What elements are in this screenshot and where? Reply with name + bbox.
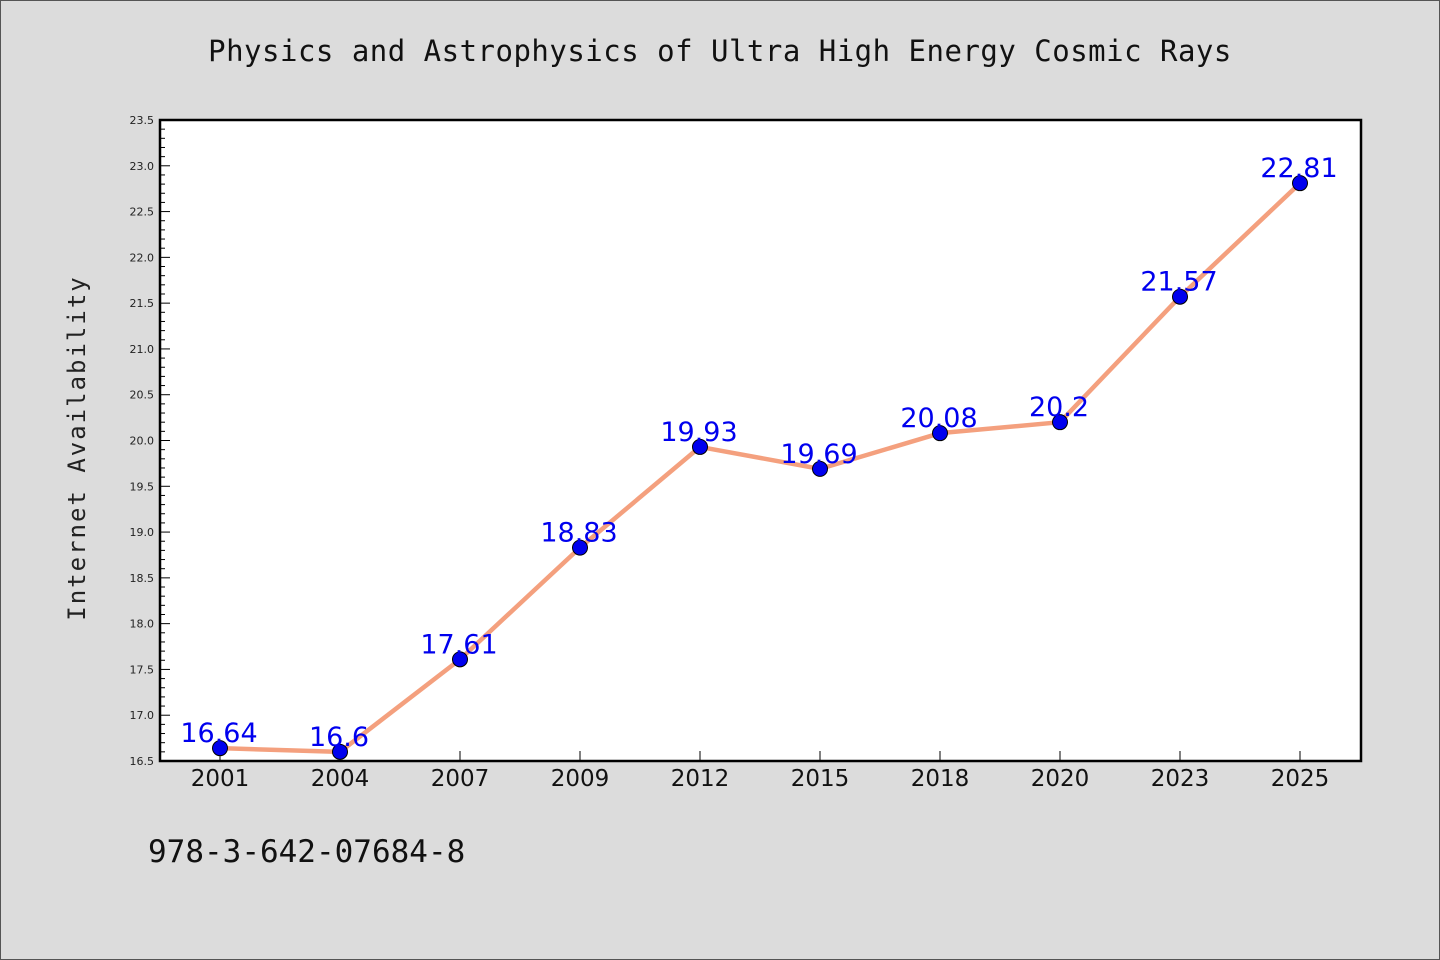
data-point: [932, 425, 948, 442]
y-tick-label: 23.0: [130, 160, 155, 173]
y-axis-title: Internet Availability: [63, 275, 91, 620]
data-label: 16.64: [180, 718, 257, 749]
data-point: [572, 539, 588, 556]
data-label: 19.69: [780, 439, 857, 470]
footnote-isbn: 978-3-642-07684-8: [148, 834, 466, 870]
data-labels: 16.64 16.6 17.61 18.83 19.93 19.69 20.08 20.2 21…: [180, 153, 1337, 753]
y-tick-label: 17.0: [130, 709, 155, 722]
x-tick-label: 2012: [671, 766, 730, 792]
x-axis: 2001 2004 2007 2009 2012 2015 2018 2020 2023 2025: [191, 751, 1330, 792]
data-point: [1172, 288, 1188, 305]
data-point: [212, 740, 228, 757]
data-point: [332, 743, 348, 760]
y-tick-label: 18.0: [130, 618, 155, 631]
y-tick-label: 16.5: [130, 755, 155, 768]
data-point: [1052, 414, 1068, 431]
data-label: 22.81: [1260, 153, 1337, 184]
series-line: [217, 180, 1303, 755]
data-label: 17.61: [420, 629, 497, 660]
data-label: 16.6: [309, 722, 369, 753]
x-tick-label: 2001: [191, 766, 250, 792]
y-tick-label: 19.5: [130, 480, 155, 493]
data-label: 20.2: [1029, 392, 1089, 423]
data-point: [1292, 175, 1308, 192]
data-label: 18.83: [540, 518, 617, 549]
y-tick-label: 19.0: [130, 526, 155, 539]
y-axis: 16.5 17.0 17.5 18.0 18.5 19.0 19.5 20.0 20.5 21.0…: [130, 114, 170, 768]
x-tick-label: 2004: [311, 766, 370, 792]
data-point: [452, 651, 468, 668]
plot-area: [158, 118, 1363, 763]
x-tick-label: 2018: [911, 766, 970, 792]
chart-title: Physics and Astrophysics of Ultra High E…: [208, 34, 1232, 68]
y-tick-label: 17.5: [130, 663, 155, 676]
y-tick-label: 21.5: [130, 297, 155, 310]
data-point: [692, 438, 708, 455]
y-tick-label: 20.5: [130, 389, 155, 402]
y-tick-label: 22.0: [130, 251, 155, 264]
y-tick-label: 21.0: [130, 343, 155, 356]
x-tick-label: 2009: [551, 766, 610, 792]
y-tick-label: 23.5: [130, 114, 155, 127]
x-tick-label: 2025: [1271, 766, 1330, 792]
x-tick-label: 2015: [791, 766, 850, 792]
markers: [212, 175, 1308, 760]
y-tick-label: 20.0: [130, 435, 155, 448]
x-tick-label: 2020: [1031, 766, 1090, 792]
data-label: 21.57: [1140, 267, 1217, 298]
y-tick-label: 22.5: [130, 206, 155, 219]
y-tick-label: 18.5: [130, 572, 155, 585]
data-label: 20.08: [900, 403, 977, 434]
data-label: 19.93: [660, 417, 737, 448]
series-line-group: [217, 180, 1303, 755]
x-tick-label: 2023: [1151, 766, 1210, 792]
x-tick-label: 2007: [431, 766, 490, 792]
data-point: [812, 460, 828, 477]
